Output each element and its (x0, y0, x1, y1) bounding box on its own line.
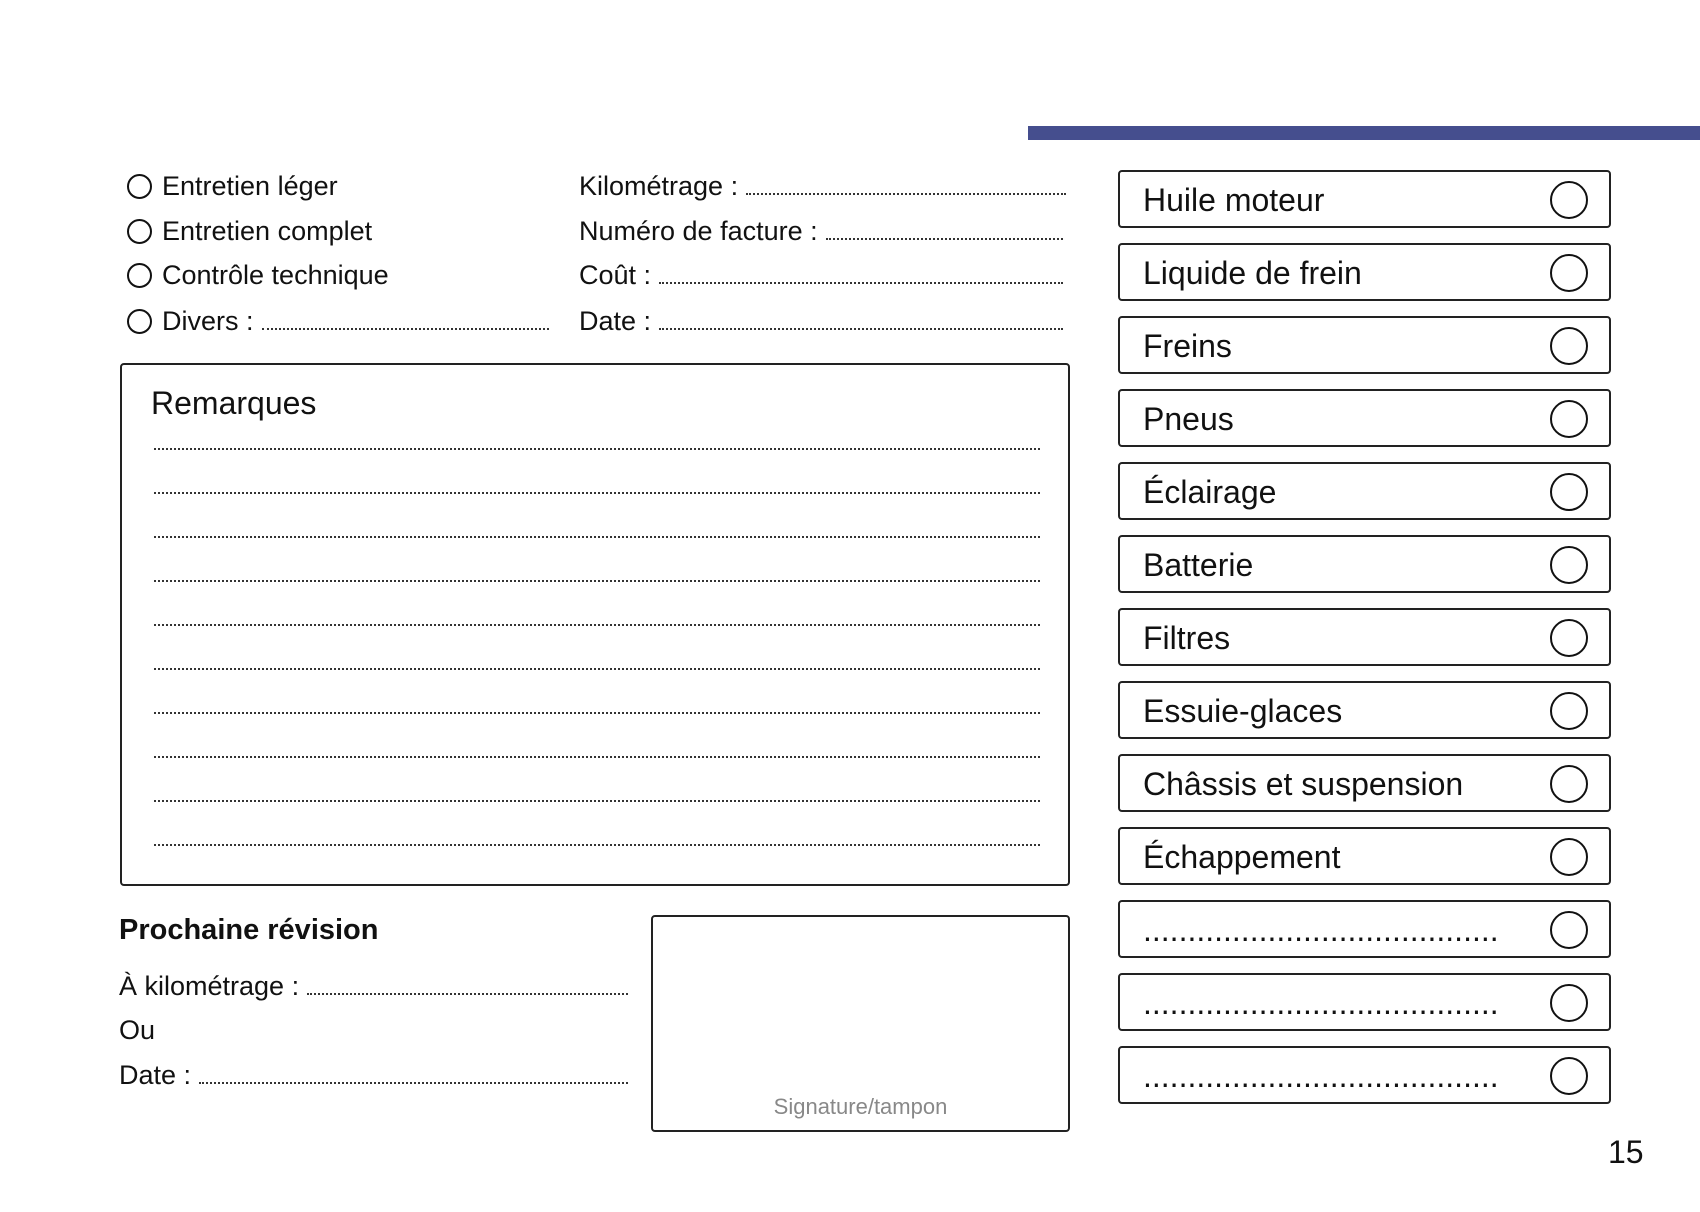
signature-label: Signature/tampon (773, 1094, 948, 1119)
checkbox-circle-icon[interactable] (1550, 181, 1588, 219)
field-input-line[interactable] (307, 993, 628, 995)
radio-circle-icon[interactable] (127, 308, 152, 334)
next-service-title: Prochaine révision (119, 914, 379, 946)
checklist-item-label: ........................................ (1143, 912, 1499, 948)
checklist-item[interactable]: Pneus (1118, 389, 1611, 447)
remarks-title: Remarques (151, 385, 317, 421)
checkbox-circle-icon[interactable] (1550, 984, 1588, 1022)
remarks-line[interactable] (154, 492, 1040, 494)
radio-divers[interactable]: Divers : (127, 305, 549, 337)
remarks-line[interactable] (154, 712, 1040, 714)
remarks-line[interactable] (154, 536, 1040, 538)
remarks-line[interactable] (154, 580, 1040, 582)
checklist-item[interactable]: Freins (1118, 316, 1611, 374)
checkbox-circle-icon[interactable] (1550, 254, 1588, 292)
or-text: Ou (119, 1015, 156, 1045)
next-mileage-field[interactable]: À kilométrage : (119, 970, 628, 1002)
checkbox-circle-icon[interactable] (1550, 473, 1588, 511)
remarks-line[interactable] (154, 756, 1040, 758)
field-label: À kilométrage : (119, 971, 300, 1001)
field-numero-facture[interactable]: Numéro de facture : (579, 215, 1063, 247)
field-label: Numéro de facture : (579, 216, 818, 246)
signature-box[interactable]: Signature/tampon (651, 915, 1070, 1132)
field-label: Kilométrage : (579, 171, 739, 201)
checklist-item[interactable]: ........................................ (1118, 973, 1611, 1031)
field-input-line[interactable] (199, 1082, 628, 1084)
checkbox-circle-icon[interactable] (1550, 911, 1588, 949)
radio-circle-icon[interactable] (127, 173, 152, 199)
page-number: 15 (1608, 1134, 1644, 1170)
checklist-item[interactable]: Essuie-glaces (1118, 681, 1611, 739)
checklist-item[interactable]: Liquide de frein (1118, 243, 1611, 301)
remarks-line[interactable] (154, 624, 1040, 626)
checklist-item-label: Pneus (1143, 401, 1234, 437)
divers-input-line[interactable] (261, 328, 549, 330)
radio-label: Entretien complet (162, 216, 373, 246)
checkbox-circle-icon[interactable] (1550, 692, 1588, 730)
radio-circle-icon[interactable] (127, 218, 152, 244)
checklist-item-label: ........................................ (1143, 985, 1499, 1021)
header-accent-bar (1028, 126, 1700, 140)
checklist-item-label: Freins (1143, 328, 1232, 364)
checkbox-circle-icon[interactable] (1550, 546, 1588, 584)
checkbox-circle-icon[interactable] (1550, 765, 1588, 803)
checkbox-circle-icon[interactable] (1550, 400, 1588, 438)
checklist-item-label: Liquide de frein (1143, 255, 1362, 291)
next-date-field[interactable]: Date : (119, 1059, 628, 1091)
checklist-item[interactable]: Filtres (1118, 608, 1611, 666)
remarks-line[interactable] (154, 448, 1040, 450)
checklist-item[interactable]: Échappement (1118, 827, 1611, 885)
field-input-line[interactable] (659, 282, 1063, 284)
radio-entretien-complet[interactable]: Entretien complet (127, 215, 372, 247)
remarks-box[interactable]: Remarques (120, 363, 1070, 886)
checklist-item[interactable]: Châssis et suspension (1118, 754, 1611, 812)
radio-entretien-leger[interactable]: Entretien léger (127, 170, 338, 202)
field-label: Date : (579, 306, 652, 336)
checkbox-circle-icon[interactable] (1550, 838, 1588, 876)
field-label: Date : (119, 1060, 192, 1090)
checkbox-circle-icon[interactable] (1550, 327, 1588, 365)
radio-controle-technique[interactable]: Contrôle technique (127, 259, 389, 291)
checkbox-circle-icon[interactable] (1550, 619, 1588, 657)
field-input-line[interactable] (746, 193, 1066, 195)
checklist-item-label: Châssis et suspension (1143, 766, 1464, 802)
remarks-line[interactable] (154, 668, 1040, 670)
remarks-line[interactable] (154, 844, 1040, 846)
checklist-item-label: Échappement (1143, 839, 1341, 875)
checkbox-circle-icon[interactable] (1550, 1057, 1588, 1095)
radio-label: Entretien léger (162, 171, 338, 201)
checklist-item[interactable]: Éclairage (1118, 462, 1611, 520)
field-label: Coût : (579, 260, 652, 290)
field-date[interactable]: Date : (579, 305, 1063, 337)
checklist-item[interactable]: ........................................ (1118, 900, 1611, 958)
field-cout[interactable]: Coût : (579, 259, 1063, 291)
checklist-item[interactable]: Batterie (1118, 535, 1611, 593)
checklist-item-label: Essuie-glaces (1143, 693, 1343, 729)
field-input-line[interactable] (825, 238, 1063, 240)
checklist-item-label: Batterie (1143, 547, 1254, 583)
field-input-line[interactable] (659, 328, 1063, 330)
checklist-item[interactable]: Huile moteur (1118, 170, 1611, 228)
checklist-item-label: Éclairage (1143, 474, 1277, 510)
or-label: Ou (119, 1014, 155, 1046)
checklist-item-label: ........................................ (1143, 1058, 1499, 1094)
remarks-line[interactable] (154, 800, 1040, 802)
checklist-item[interactable]: ........................................ (1118, 1046, 1611, 1104)
radio-label: Contrôle technique (162, 260, 389, 290)
radio-circle-icon[interactable] (127, 262, 152, 288)
checklist-item-label: Huile moteur (1143, 182, 1325, 218)
field-kilometrage[interactable]: Kilométrage : (579, 170, 1066, 202)
radio-label: Divers : (162, 306, 254, 336)
checklist-item-label: Filtres (1143, 620, 1231, 656)
